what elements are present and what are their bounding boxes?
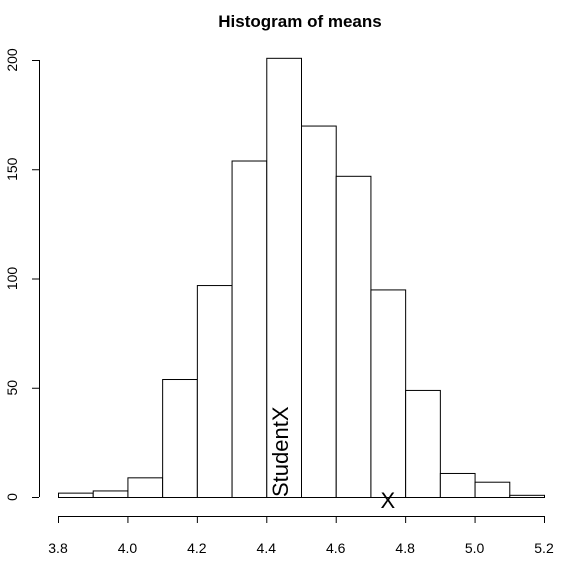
chart-title: Histogram of means <box>218 12 381 31</box>
histogram-bar <box>92 490 129 499</box>
histogram-bar <box>301 125 337 499</box>
histogram-bar <box>196 285 233 498</box>
x-tick-label: 5.2 <box>534 540 554 556</box>
annotation-label-studentx: StudentX <box>268 406 293 497</box>
histogram-bar <box>509 494 545 499</box>
y-tick-label: 150 <box>4 157 20 181</box>
histogram-bar <box>439 472 476 498</box>
histogram-bar <box>335 175 372 498</box>
y-tick-label: 0 <box>4 493 20 501</box>
x-tick-label: 4.0 <box>118 540 138 556</box>
histogram-bar <box>127 477 164 498</box>
bars-group <box>58 57 545 499</box>
y-tick-label: 50 <box>4 380 20 396</box>
x-tick-label: 4.6 <box>326 540 346 556</box>
histogram-bar <box>405 389 441 498</box>
y-tick-label: 100 <box>4 267 20 291</box>
y-tick-label: 200 <box>4 48 20 72</box>
histogram-bar <box>58 492 94 499</box>
histogram-bar <box>474 481 511 498</box>
histogram-bar <box>231 160 268 498</box>
x-tick-label: 3.8 <box>48 540 68 556</box>
histogram-bar <box>162 379 198 499</box>
x-tick-label: 4.8 <box>395 540 415 556</box>
annotation-label-x: X <box>380 488 395 513</box>
x-tick-label: 5.0 <box>465 540 485 556</box>
x-tick-label: 4.2 <box>187 540 207 556</box>
x-axis: 3.8 4.0 4.2 4.4 4.6 4.8 5.0 5.2 <box>48 516 554 556</box>
x-tick-label: 4.4 <box>257 540 277 556</box>
histogram-bar <box>266 57 302 498</box>
annotations-group: StudentX X <box>268 406 395 513</box>
y-axis: 0 50 100 150 200 <box>4 48 40 501</box>
histogram-bar <box>370 289 407 498</box>
